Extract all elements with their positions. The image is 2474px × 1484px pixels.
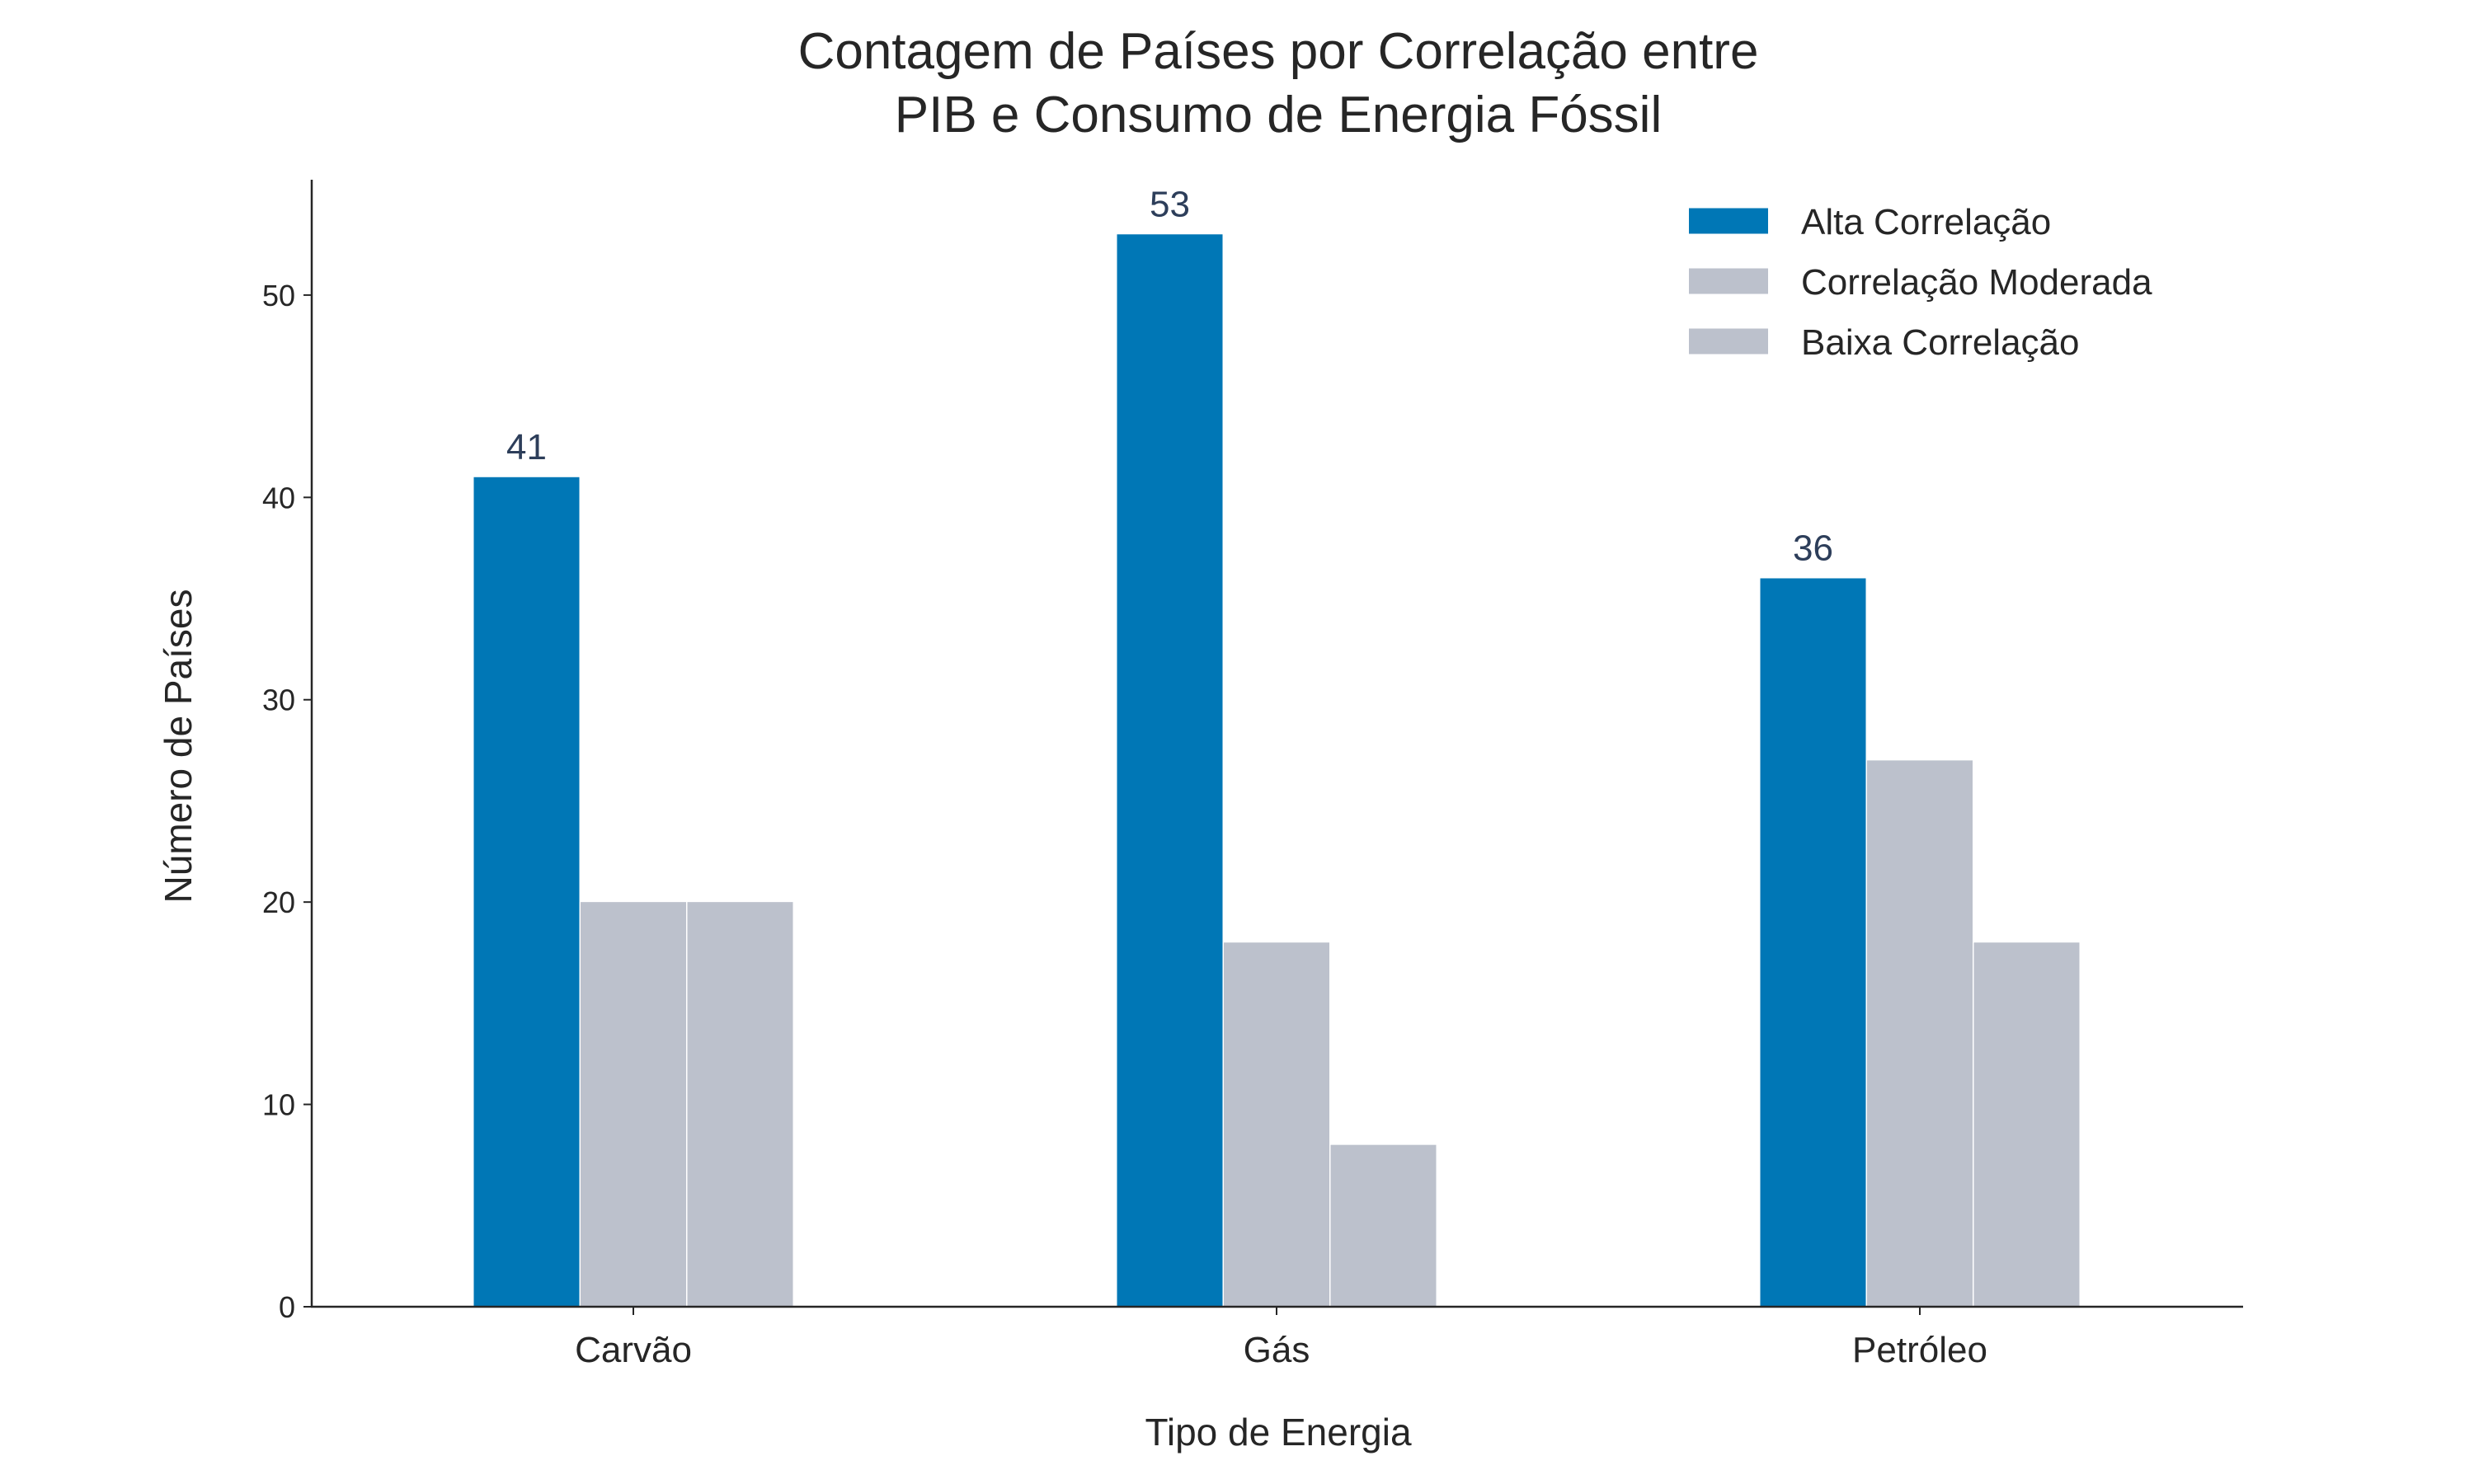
- bar-2-0: [1760, 578, 1866, 1307]
- bar-1-0: [1117, 234, 1223, 1307]
- legend-swatch-1: [1689, 268, 1768, 294]
- chart-title-line-1: Contagem de Países por Correlação entre: [798, 23, 1759, 80]
- chart-title-line-2: PIB e Consumo de Energia Fóssil: [895, 87, 1662, 143]
- x-tick-label-0: Carvão: [575, 1330, 692, 1370]
- legend-label-1: Correlação Moderada: [1801, 262, 2152, 303]
- y-tick-label-5: 50: [262, 279, 295, 312]
- y-tick-label-1: 10: [262, 1088, 295, 1122]
- chart-title: Contagem de Países por Correlação entre …: [798, 23, 1759, 143]
- x-tick-label-2: Petróleo: [1852, 1330, 1987, 1370]
- legend-label-2: Baixa Correlação: [1801, 322, 2080, 363]
- y-axis-label: Número de Países: [157, 589, 200, 904]
- y-tick-label-2: 20: [262, 885, 295, 919]
- plot-area: 41 53 36: [473, 184, 2080, 1307]
- x-axis: Carvão Gás Petróleo: [311, 1305, 2243, 1370]
- y-axis: 0 10 20 30 40 50: [262, 180, 313, 1324]
- y-tick-label-0: 0: [279, 1290, 295, 1324]
- y-tick-label-3: 30: [262, 683, 295, 717]
- x-tick-label-1: Gás: [1244, 1330, 1310, 1370]
- bar-0-0: [473, 477, 580, 1307]
- bar-0-2: [687, 902, 793, 1307]
- legend: Alta Correlação Correlação Moderada Baixa …: [1689, 202, 2152, 363]
- legend-swatch-2: [1689, 328, 1768, 355]
- bar-1-1: [1224, 942, 1329, 1307]
- bar-1-2: [1330, 1144, 1437, 1307]
- bar-2-1: [1867, 760, 1973, 1307]
- bar-0-1: [581, 902, 686, 1307]
- bar-2-2: [1973, 942, 2080, 1307]
- bar-value-label-2-0: 36: [1793, 528, 1833, 568]
- x-axis-label: Tipo de Energia: [1145, 1411, 1411, 1453]
- y-tick-label-4: 40: [262, 481, 295, 514]
- legend-swatch-0: [1689, 208, 1768, 234]
- bar-value-label-1-0: 53: [1150, 184, 1190, 224]
- legend-label-0: Alta Correlação: [1801, 202, 2051, 242]
- bar-value-label-0-0: 41: [506, 427, 547, 467]
